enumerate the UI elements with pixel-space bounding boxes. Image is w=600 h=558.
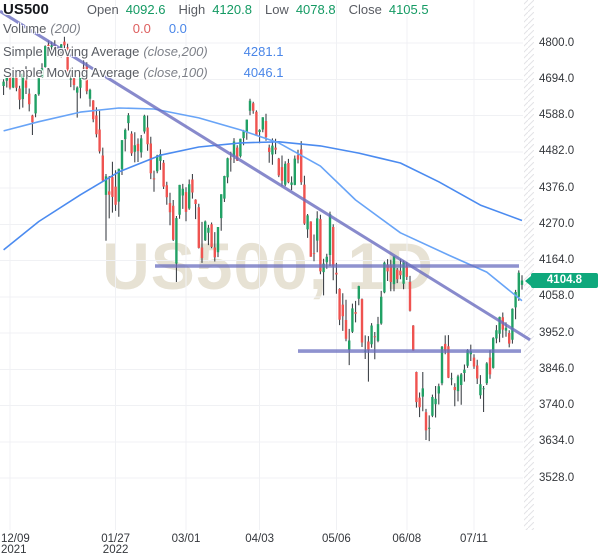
price-axis-label: 4482.0 (539, 145, 575, 158)
last-price-badge: 4104.8 (525, 273, 598, 289)
up-candles (2, 44, 524, 429)
sma200-value: 4281.1 (243, 44, 284, 59)
time-axis-label: 04/03 (245, 533, 274, 545)
price-axis-label: 3846.0 (539, 362, 575, 375)
high-label: High (178, 2, 206, 17)
high-value: 4120.8 (212, 2, 252, 17)
time-axis-label: 01/27 2022 (101, 533, 130, 556)
volume-value-blue: 0.0 (168, 21, 187, 36)
symbol-ohlc-row[interactable]: US500 Open 4092.6 High 4120.8 Low 4078.8 Close 4… (3, 1, 429, 18)
sma100-indicator-row[interactable]: Simple Moving Average (close,100) 4046.1 (3, 65, 283, 80)
sma200-param: (close,200) (143, 44, 208, 59)
low-label: Low (264, 2, 289, 17)
price-axis-label: 4164.0 (539, 254, 575, 266)
price-axis-label: 4800.0 (539, 36, 575, 49)
sma100-param: (close,100) (143, 65, 208, 80)
sma100-name: Simple Moving Average (3, 65, 140, 80)
open-label: Open (86, 2, 119, 17)
time-axis-label: 12/09 2021 (1, 533, 30, 556)
last-price-value: 4104.8 (546, 274, 583, 287)
sma200-name: Simple Moving Average (3, 44, 140, 59)
volume-indicator-row[interactable]: Volume (200) 0.0 0.0 (3, 21, 187, 36)
candle-wicks (3, 36, 523, 442)
price-axis-label: 4694.0 (539, 72, 575, 85)
price-axis-label: 4270.0 (539, 217, 575, 230)
price-axis-label: 4376.0 (539, 181, 575, 194)
volume-param: (200) (50, 21, 81, 36)
time-axis-label: 05/06 (322, 533, 351, 545)
close-value: 4105.5 (388, 2, 429, 17)
open-value: 4092.6 (125, 2, 166, 17)
volume-name: Volume (3, 21, 47, 36)
price-axis[interactable]: 4800.0 4694.0 4588.0 4482.0 4376.0 4270.0 4164… (536, 0, 600, 530)
volume-value-red: 0.0 (132, 21, 151, 36)
downtrend-trendline[interactable] (0, 9, 531, 342)
sma-100-line[interactable] (3, 107, 523, 302)
sma200-indicator-row[interactable]: Simple Moving Average (close,200) 4281.1 (3, 44, 283, 59)
symbol-name: US500 (3, 1, 49, 18)
price-axis-label: 3740.0 (539, 399, 575, 411)
price-axis-label: 3528.0 (539, 471, 575, 484)
grid-horizontal (0, 42, 523, 479)
time-axis-label: 07/11 (460, 533, 488, 545)
sma100-value: 4046.1 (243, 65, 284, 80)
time-axis-label: 06/08 (392, 533, 422, 545)
time-axis[interactable]: 12/09 2021 01/27 2022 03/01 04/03 05/06 06/08 07… (0, 530, 600, 558)
time-axis-label: 03/01 (171, 533, 201, 545)
axis-hatch-gutter (524, 0, 534, 531)
sma-200-line[interactable] (3, 141, 523, 251)
price-axis-label: 3634.0 (539, 435, 575, 448)
price-axis-label: 3952.0 (539, 326, 575, 339)
close-label: Close (348, 2, 382, 17)
price-axis-label: 4058.0 (539, 290, 575, 303)
price-axis-label: 4588.0 (539, 109, 575, 121)
low-value: 4078.8 (295, 2, 336, 17)
